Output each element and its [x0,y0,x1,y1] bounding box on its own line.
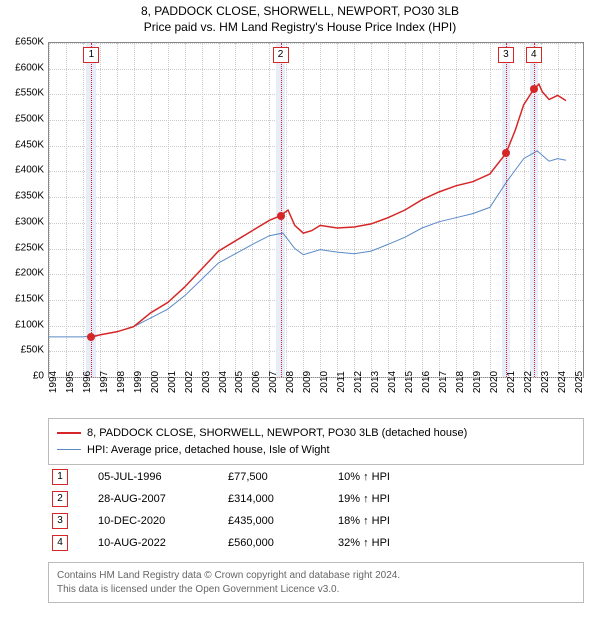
x-axis-label: 2008 [285,371,296,393]
x-axis-label: 2012 [353,371,364,393]
chart-title-line2: Price paid vs. HM Land Registry's House … [0,20,600,38]
event-dot [277,212,285,220]
y-axis-label: £500K [15,114,44,125]
events-table: 1 05-JUL-1996£77,50010% ↑ HPI 2 28-AUG-2007… [48,466,584,554]
x-axis-label: 2004 [218,371,229,393]
y-axis-label: £450K [15,139,44,150]
x-axis-label: 2001 [167,371,178,393]
gridline-horizontal [49,377,583,378]
footer-line: This data is licensed under the Open Gov… [57,583,575,597]
x-axis-label: 2022 [523,371,534,393]
event-row: 3 10-DEC-2020£435,00018% ↑ HPI [48,510,584,532]
event-delta: 10% ↑ HPI [338,471,458,483]
chart-title-line1: 8, PADDOCK CLOSE, SHORWELL, NEWPORT, PO3… [0,0,600,20]
x-axis-label: 2005 [234,371,245,393]
x-axis-label: 1998 [116,371,127,393]
event-price: £435,000 [228,515,338,527]
event-row: 1 05-JUL-1996£77,50010% ↑ HPI [48,466,584,488]
event-dot [87,333,95,341]
x-axis-label: 2002 [184,371,195,393]
event-marker-line [506,43,507,377]
event-marker-number: 1 [83,47,99,63]
y-axis-label: £550K [15,88,44,99]
x-axis-label: 2007 [268,371,279,393]
y-axis-label: £300K [15,216,44,227]
event-number-box: 4 [52,535,68,551]
event-delta: 32% ↑ HPI [338,537,458,549]
event-marker-number: 3 [498,47,514,63]
series-line [49,151,566,337]
x-axis-label: 2016 [421,371,432,393]
x-axis-label: 2014 [387,371,398,393]
event-marker-line [91,43,92,377]
event-marker-line [281,43,282,377]
legend-item: 8, PADDOCK CLOSE, SHORWELL, NEWPORT, PO3… [57,425,575,442]
y-axis-label: £50K [21,345,44,356]
footer-line: Contains HM Land Registry data © Crown c… [57,569,575,583]
series-line [91,84,566,337]
y-axis-label: £650K [15,37,44,48]
event-marker-number: 2 [273,47,289,63]
event-date: 05-JUL-1996 [98,471,228,483]
event-date: 28-AUG-2007 [98,493,228,505]
event-number-box: 1 [52,469,68,485]
x-axis-label: 2010 [319,371,330,393]
x-axis-label: 2018 [455,371,466,393]
event-delta: 19% ↑ HPI [338,493,458,505]
x-axis-label: 2021 [506,371,517,393]
event-price: £560,000 [228,537,338,549]
event-delta: 18% ↑ HPI [338,515,458,527]
event-row: 2 28-AUG-2007£314,00019% ↑ HPI [48,488,584,510]
y-axis-label: £150K [15,293,44,304]
plot-region: 1 2 34 [48,42,584,378]
legend-swatch [57,432,81,434]
x-axis-label: 2006 [251,371,262,393]
event-dot [502,149,510,157]
event-row: 4 10-AUG-2022£560,00032% ↑ HPI [48,532,584,554]
line-series-svg [49,43,583,377]
event-price: £314,000 [228,493,338,505]
y-axis-label: £350K [15,191,44,202]
event-dot [530,85,538,93]
x-axis-label: 2025 [574,371,585,393]
event-price: £77,500 [228,471,338,483]
x-axis-label: 2015 [404,371,415,393]
event-number-box: 2 [52,491,68,507]
chart-area: 1234 £0£50K£100K£150K£200K£250K£300K£350… [48,42,584,378]
legend: 8, PADDOCK CLOSE, SHORWELL, NEWPORT, PO3… [48,418,584,465]
x-axis-label: 2011 [336,371,347,393]
x-axis-label: 2003 [201,371,212,393]
legend-swatch [57,449,81,450]
event-date: 10-AUG-2022 [98,537,228,549]
x-axis-label: 2024 [557,371,568,393]
y-axis-label: £200K [15,268,44,279]
x-axis-label: 1999 [133,371,144,393]
y-axis-label: £0 [33,371,44,382]
x-axis-label: 1994 [48,371,59,393]
x-axis-label: 2009 [302,371,313,393]
x-axis-label: 2019 [472,371,483,393]
y-axis-label: £600K [15,62,44,73]
y-axis-label: £100K [15,319,44,330]
x-axis-label: 1996 [82,371,93,393]
y-axis-label: £400K [15,165,44,176]
attribution-footer: Contains HM Land Registry data © Crown c… [48,562,584,603]
legend-item: HPI: Average price, detached house, Isle… [57,442,575,459]
legend-label: 8, PADDOCK CLOSE, SHORWELL, NEWPORT, PO3… [87,425,467,442]
chart-container: 8, PADDOCK CLOSE, SHORWELL, NEWPORT, PO3… [0,0,600,620]
x-axis-label: 2013 [370,371,381,393]
x-axis-label: 2020 [489,371,500,393]
legend-label: HPI: Average price, detached house, Isle… [87,442,330,459]
event-marker-number: 4 [526,47,542,63]
event-date: 10-DEC-2020 [98,515,228,527]
y-axis-label: £250K [15,242,44,253]
x-axis-label: 1997 [99,371,110,393]
event-number-box: 3 [52,513,68,529]
x-axis-label: 2023 [540,371,551,393]
x-axis-label: 2017 [438,371,449,393]
x-axis-label: 1995 [65,371,76,393]
x-axis-label: 2000 [150,371,161,393]
